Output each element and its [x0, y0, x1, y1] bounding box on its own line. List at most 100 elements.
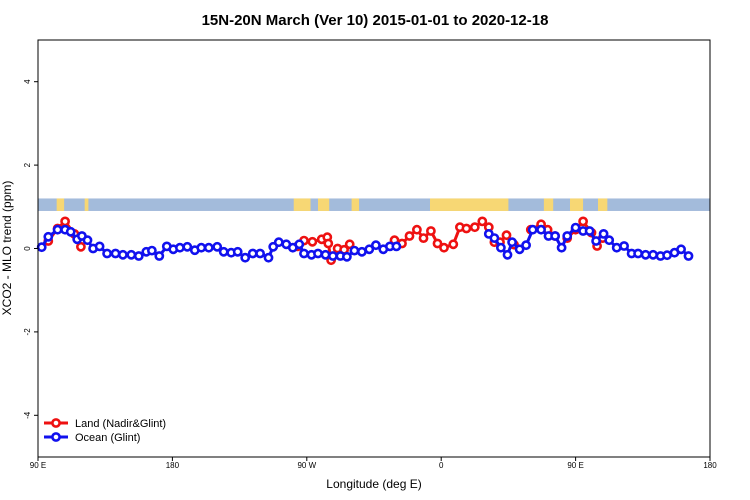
data-point [52, 224, 63, 235]
y-tick-label: 0 [23, 246, 32, 251]
land-patch [293, 198, 311, 211]
data-point [133, 251, 144, 261]
x-tick-label: 90 E [30, 461, 46, 470]
x-tick-label: 90 W [297, 461, 316, 470]
data-point [527, 224, 538, 235]
data-point [174, 242, 185, 253]
data-point [364, 244, 375, 255]
legend-marker [51, 432, 61, 442]
data-point [370, 240, 381, 251]
x-tick-label: 90 E [567, 461, 583, 470]
ocean-band [38, 198, 710, 211]
data-point [439, 242, 449, 253]
data-point [43, 231, 54, 242]
land-ocean-band [38, 198, 710, 211]
data-point [501, 230, 512, 241]
data-point [578, 216, 588, 227]
data-point [584, 226, 595, 236]
y-axis: -4 -2 0 2 4 [23, 79, 38, 419]
data-point [591, 236, 601, 246]
data-point [294, 239, 305, 250]
data-point [320, 249, 331, 260]
y-tick-label: 4 [23, 79, 32, 84]
data-point [404, 231, 415, 241]
land-patch [56, 198, 65, 211]
land-patch [351, 198, 360, 211]
data-point [611, 242, 622, 253]
data-point [536, 224, 546, 235]
data-point [507, 237, 517, 248]
data-point [556, 242, 567, 253]
data-point [425, 226, 436, 236]
land-patch [430, 198, 509, 211]
data-point [461, 223, 472, 234]
data-point [313, 248, 323, 259]
data-point [411, 224, 422, 235]
data-point [448, 239, 459, 250]
data-point [118, 249, 128, 260]
data-point [94, 241, 105, 252]
x-tick-label: 0 [439, 461, 444, 470]
data-point [514, 244, 525, 255]
data-point [65, 226, 76, 237]
data-point [126, 249, 137, 260]
y-tick-label: -2 [23, 328, 32, 336]
data-point [521, 240, 531, 251]
x-tick-label: 180 [166, 461, 180, 470]
data-point [570, 222, 581, 233]
data-point [307, 236, 318, 247]
data-point [323, 238, 334, 249]
data-point [619, 241, 629, 251]
land-patch [84, 198, 89, 211]
y-tick-label: 2 [23, 162, 32, 167]
land-patch [318, 198, 330, 211]
data-point [60, 216, 70, 227]
data-point [299, 248, 309, 259]
data-point [102, 248, 112, 259]
data-point [477, 216, 488, 227]
legend-label: Land (Nadir&Glint) [75, 418, 166, 430]
data-point [327, 251, 338, 261]
chart-title: 15N-20N March (Ver 10) 2015-01-01 to 202… [202, 12, 549, 29]
land-patch [570, 198, 584, 211]
land-patch [543, 198, 554, 211]
y-axis-label: XCO2 - MLO trend (ppm) [0, 181, 14, 316]
legend: Land (Nadir&Glint) Ocean (Glint) [44, 418, 166, 444]
land-patch [598, 198, 608, 211]
data-point [349, 245, 360, 256]
data-point [562, 231, 573, 241]
data-point [232, 246, 243, 257]
data-point [676, 244, 686, 255]
data-point [218, 246, 229, 257]
data-point [469, 222, 480, 233]
data-point [598, 228, 609, 239]
x-axis: 90 E 180 90 W 0 90 E 180 [30, 457, 717, 470]
data-point [344, 239, 355, 250]
data-point [273, 237, 284, 248]
legend-label: Ocean (Glint) [75, 432, 140, 444]
data-point [255, 248, 265, 259]
data-point [182, 241, 193, 252]
data-point [418, 233, 429, 243]
series-ocean [36, 222, 694, 263]
data-point [146, 245, 157, 256]
data-point [263, 252, 274, 263]
x-axis-label: Longitude (deg E) [326, 477, 421, 491]
data-point [648, 249, 658, 260]
data-point [36, 242, 47, 253]
data-point [432, 238, 443, 249]
data-point [489, 233, 500, 243]
data-point [640, 249, 651, 260]
data-point [495, 242, 506, 253]
data-point [633, 248, 643, 259]
data-point [110, 248, 121, 259]
y-tick-label: -4 [23, 411, 32, 419]
data-point [76, 241, 86, 252]
data-point [240, 252, 251, 263]
data-point [196, 242, 207, 253]
data-point [502, 249, 513, 260]
series-layer [36, 216, 694, 266]
data-point [604, 235, 615, 246]
legend-marker [51, 418, 61, 428]
data-point [683, 251, 694, 261]
